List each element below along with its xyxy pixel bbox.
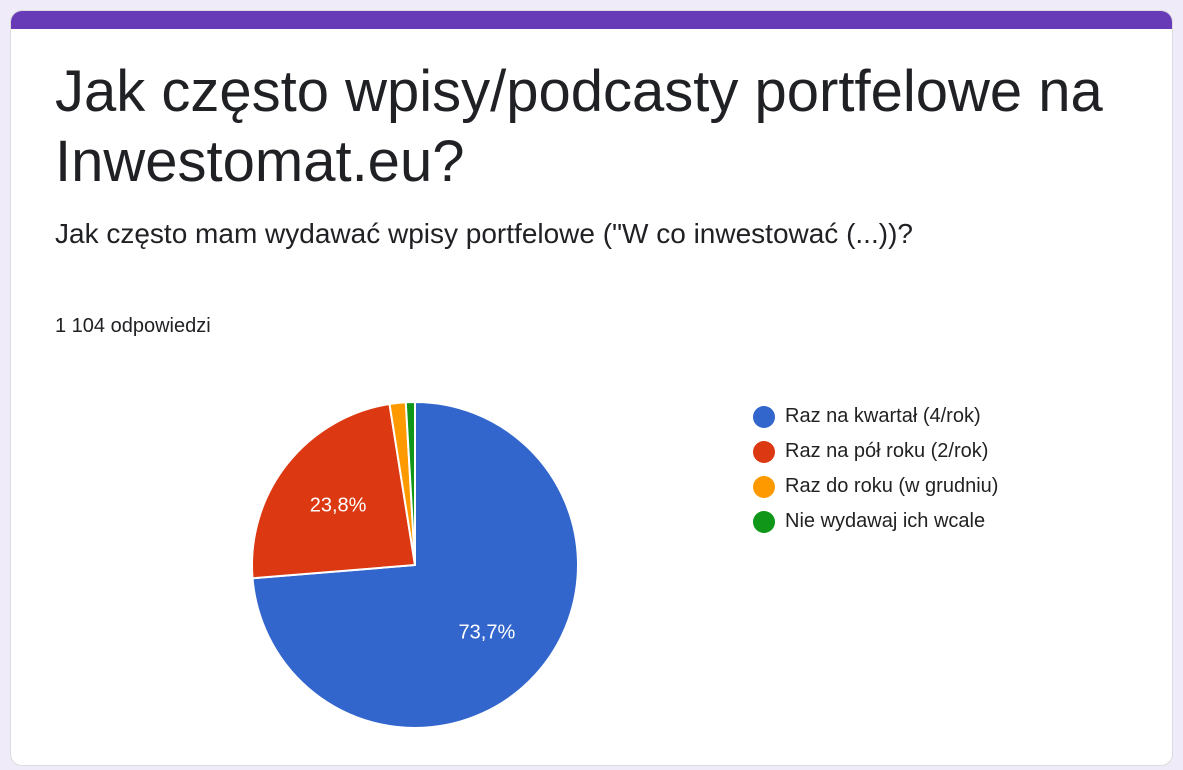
chart-legend: Raz na kwartał (4/rok) Raz na pół roku (2… (753, 399, 998, 539)
legend-item-4[interactable]: Nie wydawaj ich wcale (753, 504, 998, 539)
legend-item-2[interactable]: Raz na pół roku (2/rok) (753, 434, 998, 469)
pie-data-label-2: 23,8% (310, 495, 367, 517)
legend-swatch-icon (753, 405, 775, 428)
legend-swatch-icon (753, 440, 775, 463)
pie-slice-1[interactable] (251, 400, 579, 729)
chart-card: Jak często wpisy/podcasty portfelowe na … (10, 10, 1173, 766)
legend-item-1[interactable]: Raz na kwartał (4/rok) (753, 399, 998, 434)
pie-slice-2[interactable] (251, 402, 417, 580)
legend-label: Raz do roku (w grudniu) (785, 475, 999, 497)
form-title: Jak często wpisy/podcasty portfelowe na … (55, 59, 1103, 194)
legend-item-3[interactable]: Raz do roku (w grudniu) (753, 469, 998, 504)
pie-slice-3[interactable] (388, 401, 416, 566)
legend-label: Raz na pół roku (2/rok) (785, 440, 989, 462)
response-count: 1 104 odpowiedzi (55, 315, 211, 337)
legend-swatch-icon (753, 475, 775, 498)
legend-label: Nie wydawaj ich wcale (785, 510, 986, 532)
legend-label: Raz na kwartał (4/rok) (785, 405, 981, 427)
pie-slice-4[interactable] (404, 400, 416, 566)
legend-swatch-icon (753, 510, 775, 533)
question-text: Jak często mam wydawać wpisy portfelowe … (55, 218, 913, 249)
pie-data-label-1: 73,7% (459, 621, 516, 643)
accent-bar (11, 11, 1172, 29)
